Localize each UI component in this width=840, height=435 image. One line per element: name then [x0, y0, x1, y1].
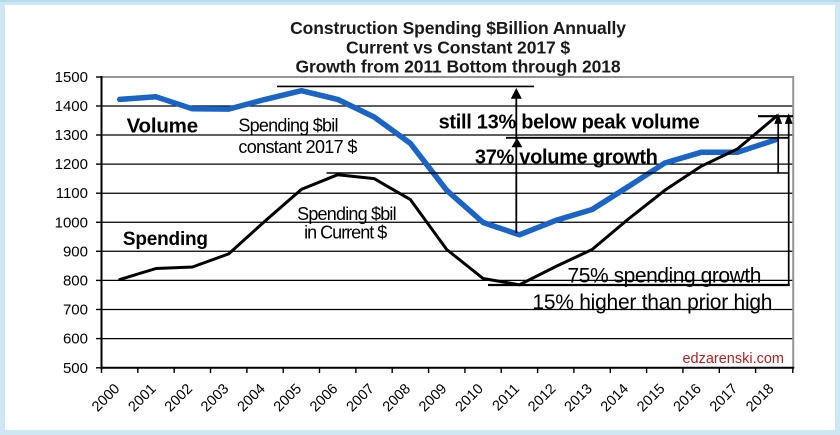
svg-text:1200: 1200 — [55, 156, 88, 173]
svg-text:700: 700 — [63, 302, 88, 319]
svg-text:800: 800 — [63, 272, 88, 289]
svg-text:Current vs Constant 2017 $: Current vs Constant 2017 $ — [346, 38, 570, 58]
svg-text:1100: 1100 — [56, 185, 88, 202]
svg-text:75% spending growth: 75% spending growth — [568, 265, 761, 288]
svg-text:1500: 1500 — [55, 69, 88, 86]
svg-text:900: 900 — [63, 243, 88, 260]
svg-text:Spending $bil: Spending $bil — [238, 116, 337, 136]
svg-text:Spending $bil: Spending $bil — [297, 204, 396, 224]
svg-text:37% volume growth: 37% volume growth — [475, 146, 658, 168]
svg-text:500: 500 — [63, 360, 88, 377]
svg-text:600: 600 — [63, 331, 88, 348]
svg-text:Growth from 2011 Bottom throug: Growth from 2011 Bottom through 2018 — [295, 57, 620, 77]
svg-text:1000: 1000 — [55, 214, 88, 231]
svg-text:in Current $: in Current $ — [304, 223, 387, 243]
svg-text:constant 2017 $: constant 2017 $ — [238, 137, 357, 157]
svg-text:Construction Spending $Billio: Construction Spending $Billion Annually — [290, 18, 626, 38]
svg-text:Volume: Volume — [127, 115, 198, 138]
svg-text:15% higher than prior high: 15% higher than prior high — [532, 291, 772, 314]
svg-text:1400: 1400 — [55, 98, 88, 115]
svg-text:1300: 1300 — [55, 127, 88, 144]
svg-text:Spending: Spending — [123, 229, 208, 250]
svg-text:still 13% below peak volume: still 13% below peak volume — [439, 112, 700, 134]
svg-text:edzarenski.com: edzarenski.com — [682, 351, 784, 367]
